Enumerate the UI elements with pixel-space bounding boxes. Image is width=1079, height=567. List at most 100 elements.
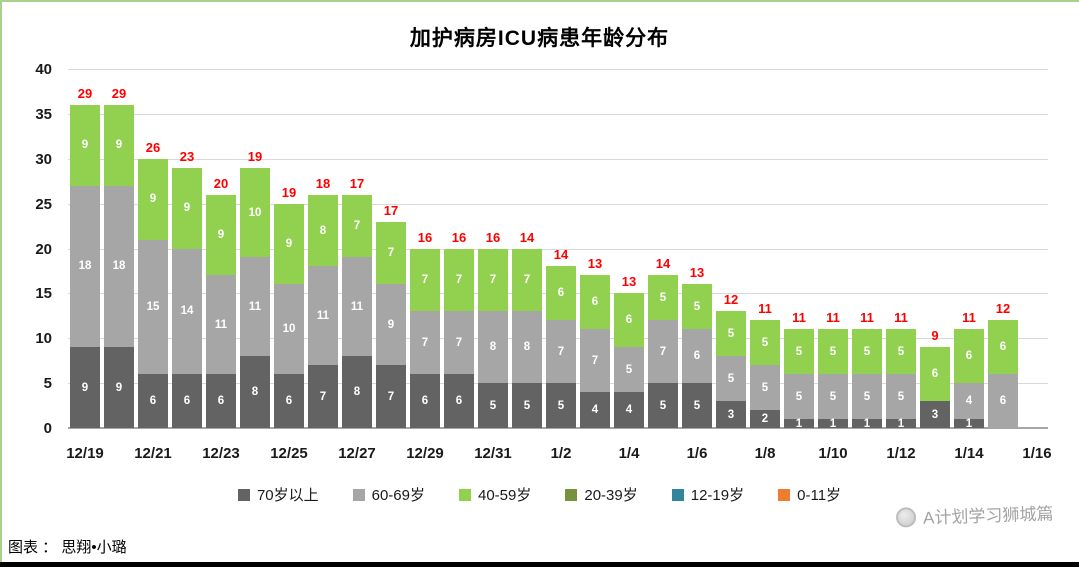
- bar-segment: 7: [410, 248, 440, 312]
- bar-segment: 5: [818, 329, 848, 375]
- segment-value-label: 6: [421, 395, 429, 408]
- bar-segment: 6: [614, 293, 644, 348]
- bar-segment: 5: [784, 374, 814, 420]
- bar-segment: 5: [478, 383, 508, 428]
- segment-value-label: 5: [693, 399, 701, 412]
- segment-value-label: 8: [489, 341, 497, 354]
- segment-value-label: 10: [248, 206, 262, 219]
- bar-segment: 7: [580, 329, 610, 393]
- bar-total-label: 12: [723, 292, 739, 308]
- bar-total-label: 17: [383, 202, 399, 218]
- x-axis-tick-label: 12/21: [134, 445, 172, 462]
- segment-value-label: 5: [727, 372, 735, 385]
- bar-total-label: 11: [792, 310, 806, 326]
- segment-value-label: 6: [557, 287, 565, 300]
- bar-segment: 5: [614, 347, 644, 393]
- bar-total-label: 16: [485, 229, 501, 245]
- segment-value-label: 1: [897, 417, 905, 430]
- legend-item: 12-19岁: [671, 484, 744, 505]
- segment-value-label: 5: [659, 291, 667, 304]
- segment-value-label: 6: [693, 350, 701, 363]
- segment-value-label: 1: [965, 417, 973, 430]
- segment-value-label: 5: [863, 390, 871, 403]
- segment-value-label: 1: [863, 417, 871, 430]
- bar-segment: 6: [954, 329, 984, 384]
- bar-segment: 9: [274, 203, 304, 285]
- legend-swatch: [237, 488, 250, 501]
- bar-segment: 8: [478, 311, 508, 384]
- bar-total-label: 9: [931, 328, 939, 344]
- y-axis-tick-label: 20: [35, 240, 52, 258]
- bar-total-label: 29: [111, 85, 127, 101]
- bar-1/3: 4 7 6: [580, 275, 610, 428]
- legend-item: 70岁以上: [237, 484, 319, 505]
- y-axis-tick-label: 25: [35, 195, 52, 213]
- bar-total-label: 29: [77, 85, 93, 101]
- segment-value-label: 11: [316, 309, 330, 322]
- segment-value-label: 9: [285, 238, 293, 251]
- bar-segment: 5: [886, 374, 916, 420]
- legend-label: 40-59岁: [478, 487, 532, 504]
- segment-value-label: 15: [146, 300, 160, 313]
- bar-segment: 7: [376, 221, 406, 285]
- bar-segment: 7: [444, 311, 474, 375]
- bar-segment: 1: [886, 417, 916, 430]
- x-axis-tick-label: 1/14: [954, 445, 984, 462]
- segment-value-label: 7: [421, 273, 429, 286]
- segment-value-label: 4: [591, 404, 599, 417]
- segment-value-label: 6: [999, 395, 1007, 408]
- segment-value-label: 9: [387, 318, 395, 331]
- segment-value-label: 7: [557, 345, 565, 358]
- segment-value-label: 18: [78, 260, 92, 273]
- segment-value-label: 5: [863, 345, 871, 358]
- segment-value-label: 5: [659, 399, 667, 412]
- legend-swatch: [565, 488, 578, 501]
- legend-label: 0-11岁: [797, 487, 842, 504]
- bar-segment: 7: [478, 248, 508, 312]
- bar-total-label: 26: [145, 139, 161, 155]
- segment-value-label: 7: [591, 354, 599, 367]
- bar-segment: 5: [750, 320, 780, 366]
- bar-1/7: 3 5 5: [716, 311, 746, 428]
- x-axis-tick-label: 12/19: [66, 445, 104, 462]
- segment-value-label: 7: [455, 336, 463, 349]
- bar-segment: 5: [852, 374, 882, 420]
- x-axis-tick-label: 12/23: [202, 445, 240, 462]
- segment-value-label: 5: [795, 390, 803, 403]
- bar-segment: 5: [648, 275, 678, 321]
- bar-1/14: 1 4 6: [954, 329, 984, 430]
- bar-total-label: 14: [655, 256, 671, 272]
- y-axis-tick-label: 30: [35, 150, 52, 168]
- bar-1/4: 4 5 6: [614, 293, 644, 428]
- bar-total-label: 13: [587, 256, 603, 272]
- bar-segment: 4: [954, 383, 984, 420]
- bar-segment: 4: [580, 392, 610, 428]
- bar-segment: 14: [172, 248, 202, 375]
- bar-segment: 6: [546, 266, 576, 321]
- segment-value-label: 11: [214, 318, 228, 331]
- segment-value-label: 1: [795, 417, 803, 430]
- bar-12/26: 7 11 8: [308, 194, 338, 428]
- bar-1/9: 1 5 5: [784, 329, 814, 430]
- segment-value-label: 5: [829, 390, 837, 403]
- segment-value-label: 7: [523, 273, 531, 286]
- segment-value-label: 5: [795, 345, 803, 358]
- segment-value-label: 6: [999, 341, 1007, 354]
- segment-value-label: 5: [761, 381, 769, 394]
- bar-1/8: 2 5 5: [750, 320, 780, 428]
- bar-12/31: 5 8 7: [478, 248, 508, 428]
- bar-total-label: 16: [417, 229, 433, 245]
- bar-1/5: 5 7 5: [648, 275, 678, 428]
- x-axis-tick-label: 12/27: [338, 445, 376, 462]
- legend-label: 70岁以上: [256, 487, 319, 504]
- segment-value-label: 5: [693, 300, 701, 313]
- segment-value-label: 6: [183, 395, 191, 408]
- x-axis-tick-label: 12/29: [406, 445, 444, 462]
- bar-segment: 1: [852, 417, 882, 430]
- bar-segment: 6: [206, 374, 236, 428]
- segment-value-label: 4: [965, 395, 973, 408]
- legend-label: 60-69岁: [371, 487, 425, 504]
- x-axis-tick-label: 12/25: [270, 445, 308, 462]
